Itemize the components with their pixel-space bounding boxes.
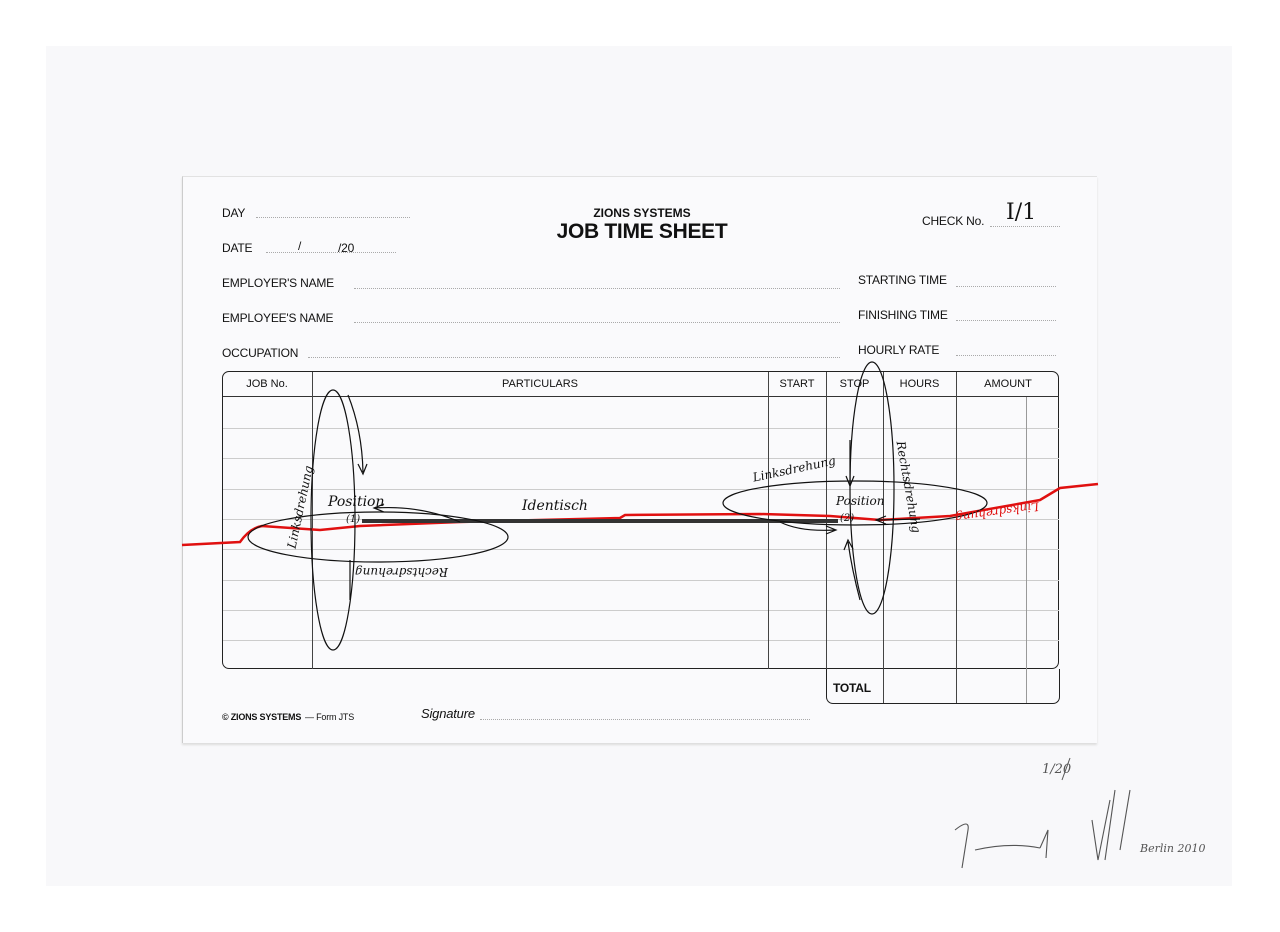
date-year-prefix: /20	[338, 241, 355, 255]
annotation-position-1: Position	[328, 494, 385, 510]
column-divider	[956, 372, 957, 704]
arrow-icon	[843, 538, 861, 601]
col-particulars: PARTICULARS	[501, 378, 578, 390]
jobs-table	[222, 371, 1059, 669]
date-field	[266, 252, 396, 253]
ellipse-vertical-1	[310, 389, 356, 651]
employer-field	[354, 288, 840, 289]
column-divider	[883, 372, 884, 704]
date-label: DATE	[222, 241, 253, 255]
total-box	[826, 669, 1060, 704]
arrow-icon	[874, 515, 921, 525]
ellipse-vertical-2	[849, 361, 895, 615]
ellipse-horizontal-2	[722, 480, 988, 526]
day-field	[256, 217, 410, 218]
annotation-identical: Identisch	[522, 498, 588, 514]
table-header-divider	[223, 396, 1059, 397]
starting-time-label: STARTING TIME	[858, 273, 947, 287]
row-line	[223, 489, 1059, 490]
date-separator: /	[298, 239, 302, 253]
form-title: JOB TIME SHEET	[556, 220, 728, 243]
row-line	[223, 458, 1059, 459]
signature-place-date: Berlin 2010	[1140, 842, 1206, 855]
employee-field	[354, 322, 840, 323]
annotation-marker-2: (2)	[840, 513, 855, 524]
edition-line	[1061, 757, 1071, 781]
column-divider	[312, 372, 313, 669]
row-line	[223, 640, 1059, 641]
arrow-icon	[845, 440, 855, 488]
finishing-time-field	[956, 320, 1056, 321]
row-line	[223, 610, 1059, 611]
total-label: TOTAL	[833, 681, 871, 695]
day-label: DAY	[222, 206, 246, 220]
col-hours: HOURS	[899, 378, 940, 390]
arrow-icon	[779, 521, 838, 535]
occupation-field	[308, 357, 840, 358]
check-no-value: I/1	[1006, 200, 1037, 225]
row-line	[223, 428, 1059, 429]
signature-label: Signature	[421, 706, 475, 721]
finishing-time-label: FINISHING TIME	[858, 308, 948, 322]
job-time-sheet-form	[182, 176, 1097, 743]
occupation-label: OCCUPATION	[222, 346, 299, 360]
annotation-marker-1: (1)	[346, 514, 361, 525]
col-job-no: JOB No.	[246, 378, 288, 390]
edition-number: 1/20	[1042, 762, 1072, 777]
employer-label: EMPLOYER'S NAME	[222, 276, 334, 290]
arrow-icon	[372, 503, 461, 523]
col-start: START	[779, 378, 815, 390]
check-no-field	[990, 226, 1060, 227]
hourly-rate-label: HOURLY RATE	[858, 343, 940, 357]
annotation-right-turn-1: Rechtsdrehung	[355, 565, 448, 579]
annotation-position-2: Position	[836, 494, 885, 508]
col-amount: AMOUNT	[984, 378, 1032, 390]
row-line	[223, 580, 1059, 581]
ellipse-horizontal-1	[247, 511, 509, 563]
cents-divider	[1026, 397, 1027, 704]
col-stop: STOP	[839, 378, 870, 390]
hourly-rate-field	[956, 355, 1056, 356]
copyright: © ZIONS SYSTEMS	[222, 712, 302, 722]
signature-field	[480, 719, 810, 720]
artist-signature	[954, 789, 1131, 869]
employee-label: EMPLOYEE'S NAME	[222, 311, 334, 325]
check-no-label: CHECK No.	[922, 214, 985, 228]
brand-name: ZIONS SYSTEMS	[593, 206, 691, 220]
row-line	[223, 549, 1059, 550]
arrow-icon	[347, 394, 368, 476]
starting-time-field	[956, 286, 1056, 287]
form-code: — Form JTS	[305, 712, 354, 722]
